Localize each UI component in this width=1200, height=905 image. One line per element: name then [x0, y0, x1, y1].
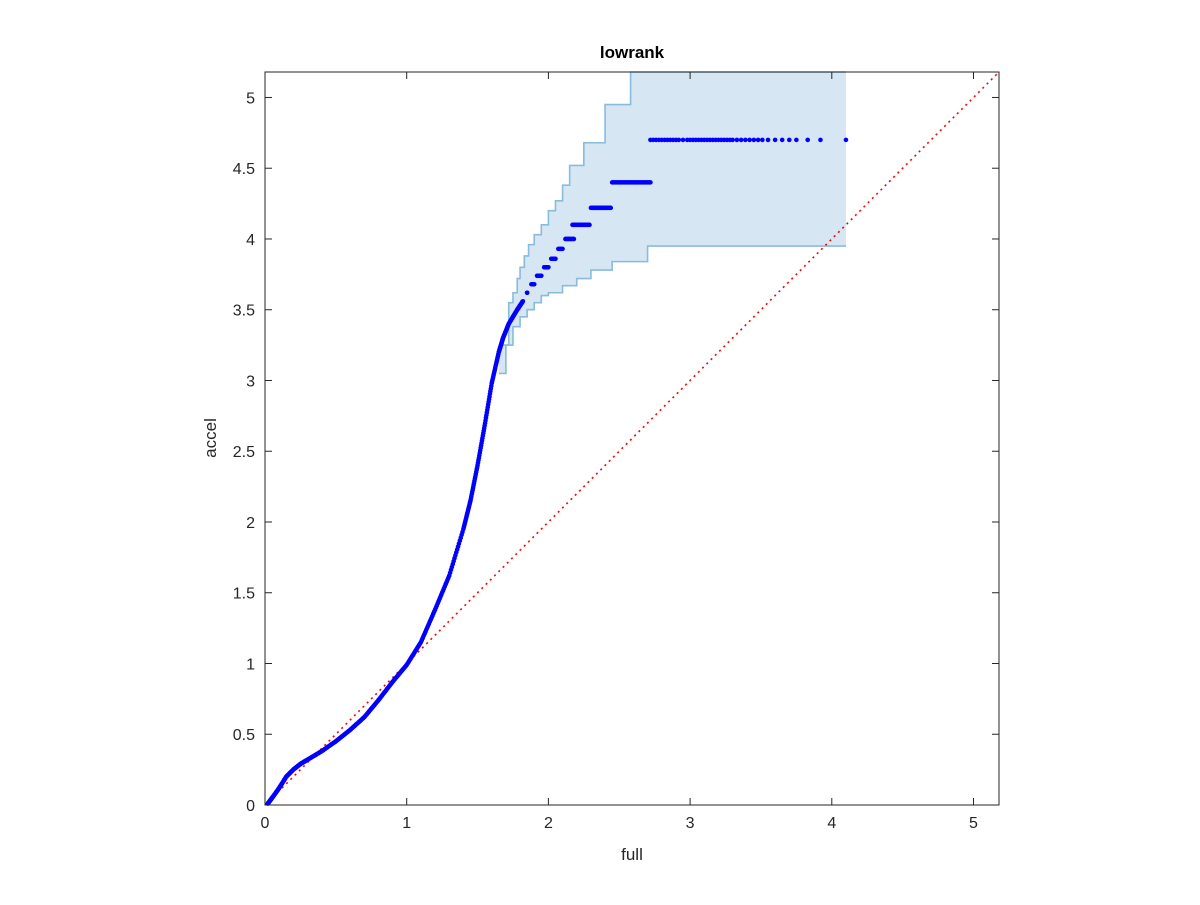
y-tick-label: 2.5: [233, 444, 255, 461]
y-tick-label: 1: [246, 656, 255, 673]
y-tick-label: 3: [246, 373, 255, 390]
data-point: [734, 137, 740, 143]
confidence-band-layer: [498, 71, 846, 375]
confidence-band-lower: [498, 245, 846, 375]
y-tick-label: 0: [246, 798, 255, 815]
data-point: [747, 137, 752, 143]
data-point: [587, 222, 592, 228]
confidence-band-fill: [498, 72, 846, 374]
confidence-band-upper: [498, 71, 846, 346]
data-point: [520, 298, 526, 304]
data-point: [571, 236, 577, 242]
data-point: [743, 137, 748, 143]
reference-line: [264, 71, 1000, 806]
y-axis-label: accel: [201, 418, 220, 458]
data-point: [524, 290, 530, 296]
axes-layer: [264, 71, 1000, 806]
ticks-layer: 0 1 2 3 4 5 0 0.5 1 1.5 2 2.5 3 3.5 4 4.5 5: [233, 72, 999, 832]
data-point: [755, 137, 761, 143]
y-tick-label: 1.5: [233, 586, 255, 603]
x-tick-label: 1: [402, 815, 411, 832]
x-tick-label: 0: [261, 815, 270, 832]
x-axis-label: full: [621, 845, 643, 864]
data-point: [680, 137, 686, 143]
data-point: [546, 264, 551, 270]
data-point: [553, 256, 558, 262]
data-point: [608, 205, 614, 211]
data-point: [738, 137, 744, 143]
data-point: [805, 137, 811, 143]
data-point: [648, 180, 653, 185]
y-tick-label: 3.5: [233, 303, 255, 320]
data-point: [786, 137, 792, 143]
x-tick-label: 5: [969, 815, 978, 832]
data-point: [818, 137, 823, 143]
y-tick-label: 4.5: [233, 161, 255, 178]
data-point: [751, 137, 757, 143]
y-tick-label: 0.5: [233, 727, 255, 744]
data-point: [531, 281, 537, 287]
data-point: [765, 137, 771, 143]
y-tick-label: 4: [246, 232, 255, 249]
data-point: [560, 246, 565, 252]
y-tick-label: 5: [246, 90, 255, 107]
reference-line-layer: [264, 71, 1000, 806]
data-point: [779, 137, 785, 143]
chart-title: lowrank: [600, 43, 665, 62]
x-tick-label: 2: [544, 815, 553, 832]
data-points-layer: [265, 137, 849, 806]
y-tick-label: 2: [246, 515, 255, 532]
data-point: [760, 137, 765, 143]
x-tick-label: 4: [827, 815, 836, 832]
data-point: [843, 137, 849, 143]
data-point: [676, 137, 682, 143]
data-point: [772, 137, 778, 143]
data-point: [730, 137, 735, 143]
data-point: [794, 137, 799, 143]
axes-box: [264, 71, 1000, 806]
x-tick-label: 3: [686, 815, 695, 832]
data-point: [539, 273, 544, 279]
